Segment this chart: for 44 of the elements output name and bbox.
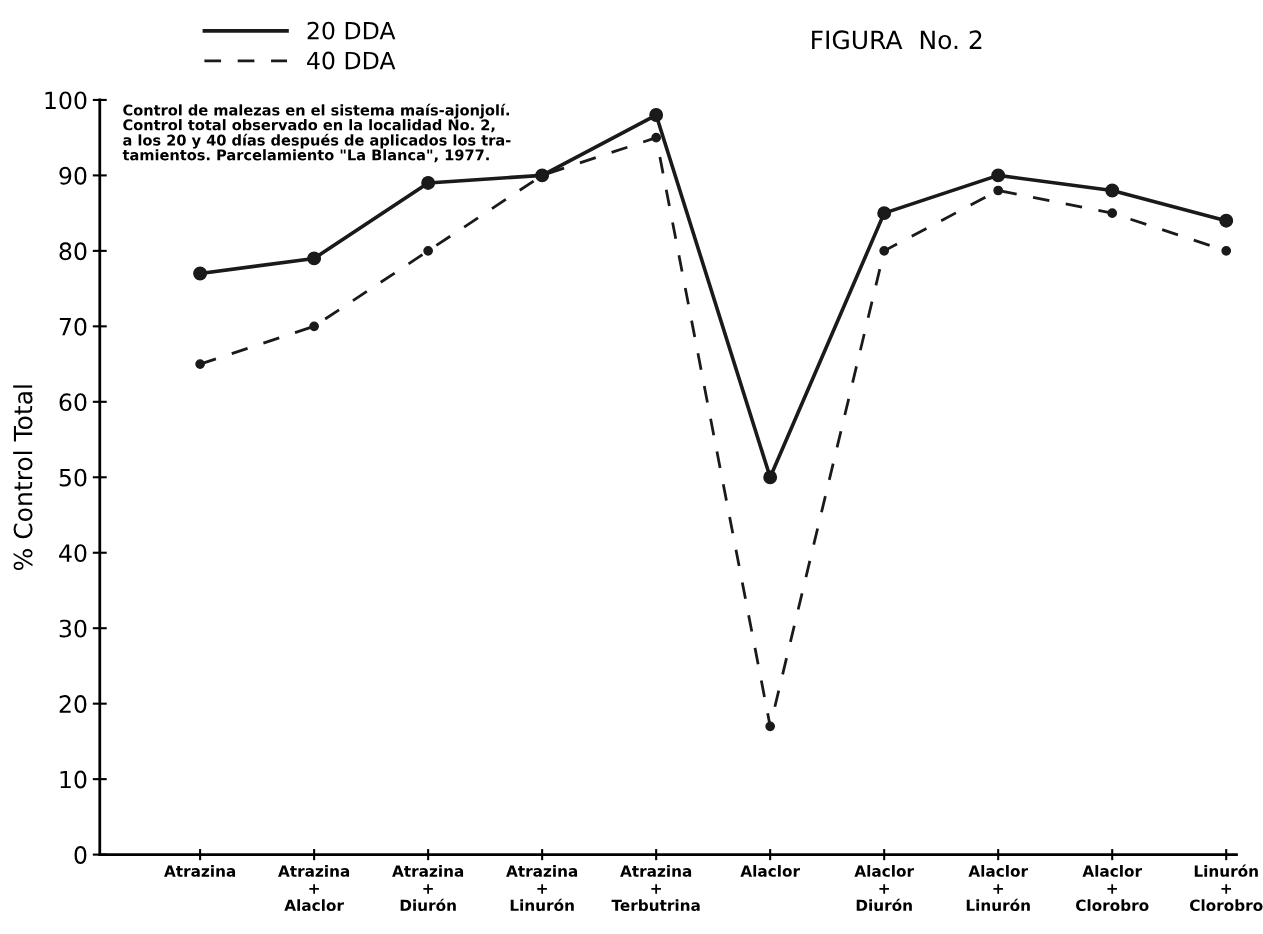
point xyxy=(307,251,322,266)
point xyxy=(763,470,778,485)
x-tick-label: Alaclor + Clorobro xyxy=(1075,865,1149,912)
point xyxy=(991,168,1006,183)
y-tick-label: 30 xyxy=(59,619,87,638)
x-tick-label: Alaclor + Diurón xyxy=(854,865,914,912)
x-tick-label: Atrazina + Diurón xyxy=(392,865,464,912)
x-tick-label: Atrazina xyxy=(164,865,236,877)
legend-label: 20 DDA xyxy=(307,21,396,40)
y-tick-label: 90 xyxy=(59,166,87,185)
x-tick-label: Alaclor xyxy=(740,865,800,877)
x-tick-label: Alaclor + Linurón xyxy=(966,865,1030,912)
point xyxy=(879,246,890,256)
point xyxy=(1107,208,1118,219)
point xyxy=(193,266,208,281)
x-tick-label: Atrazina + Alaclor xyxy=(278,865,350,912)
y-tick-label: 80 xyxy=(59,242,87,261)
y-tick-label: 0 xyxy=(74,846,87,864)
legend-label: 40 DDA xyxy=(307,51,396,70)
y-tick-label: 70 xyxy=(59,317,87,336)
y-tick-label: 10 xyxy=(60,770,87,789)
point xyxy=(423,246,433,256)
annotation: Control de malezas en el sistema maís-ajonjolí. Control total observado en la localidad No. 2, a los 20 y 40 días después de aplicados los tra- tamientos. Parcelamiento "La Blanca", 1977. xyxy=(122,103,511,163)
y-tick-label: 20 xyxy=(59,695,87,713)
point xyxy=(765,721,776,732)
point xyxy=(877,206,892,221)
x-tick-label: Atrazina + Linurón xyxy=(506,865,578,912)
y-axis-title: % Control Total xyxy=(13,385,33,571)
point xyxy=(993,185,1004,196)
y-tick-label: 60 xyxy=(59,393,87,412)
point xyxy=(195,359,205,369)
point xyxy=(421,176,436,190)
x-tick-label: Linurón + Clorobro xyxy=(1190,864,1263,912)
point xyxy=(1221,246,1232,256)
point xyxy=(1105,183,1120,198)
x-tick-label: Atrazina + Terbutrina xyxy=(611,865,700,912)
point xyxy=(649,108,664,122)
y-tick-label: 40 xyxy=(59,544,87,563)
point xyxy=(651,132,662,143)
y-tick-label: 100 xyxy=(45,91,87,110)
point xyxy=(309,321,319,332)
chart-title: FIGURA No. 2 xyxy=(812,30,982,50)
y-tick-label: 50 xyxy=(59,468,87,487)
point xyxy=(1219,213,1234,228)
